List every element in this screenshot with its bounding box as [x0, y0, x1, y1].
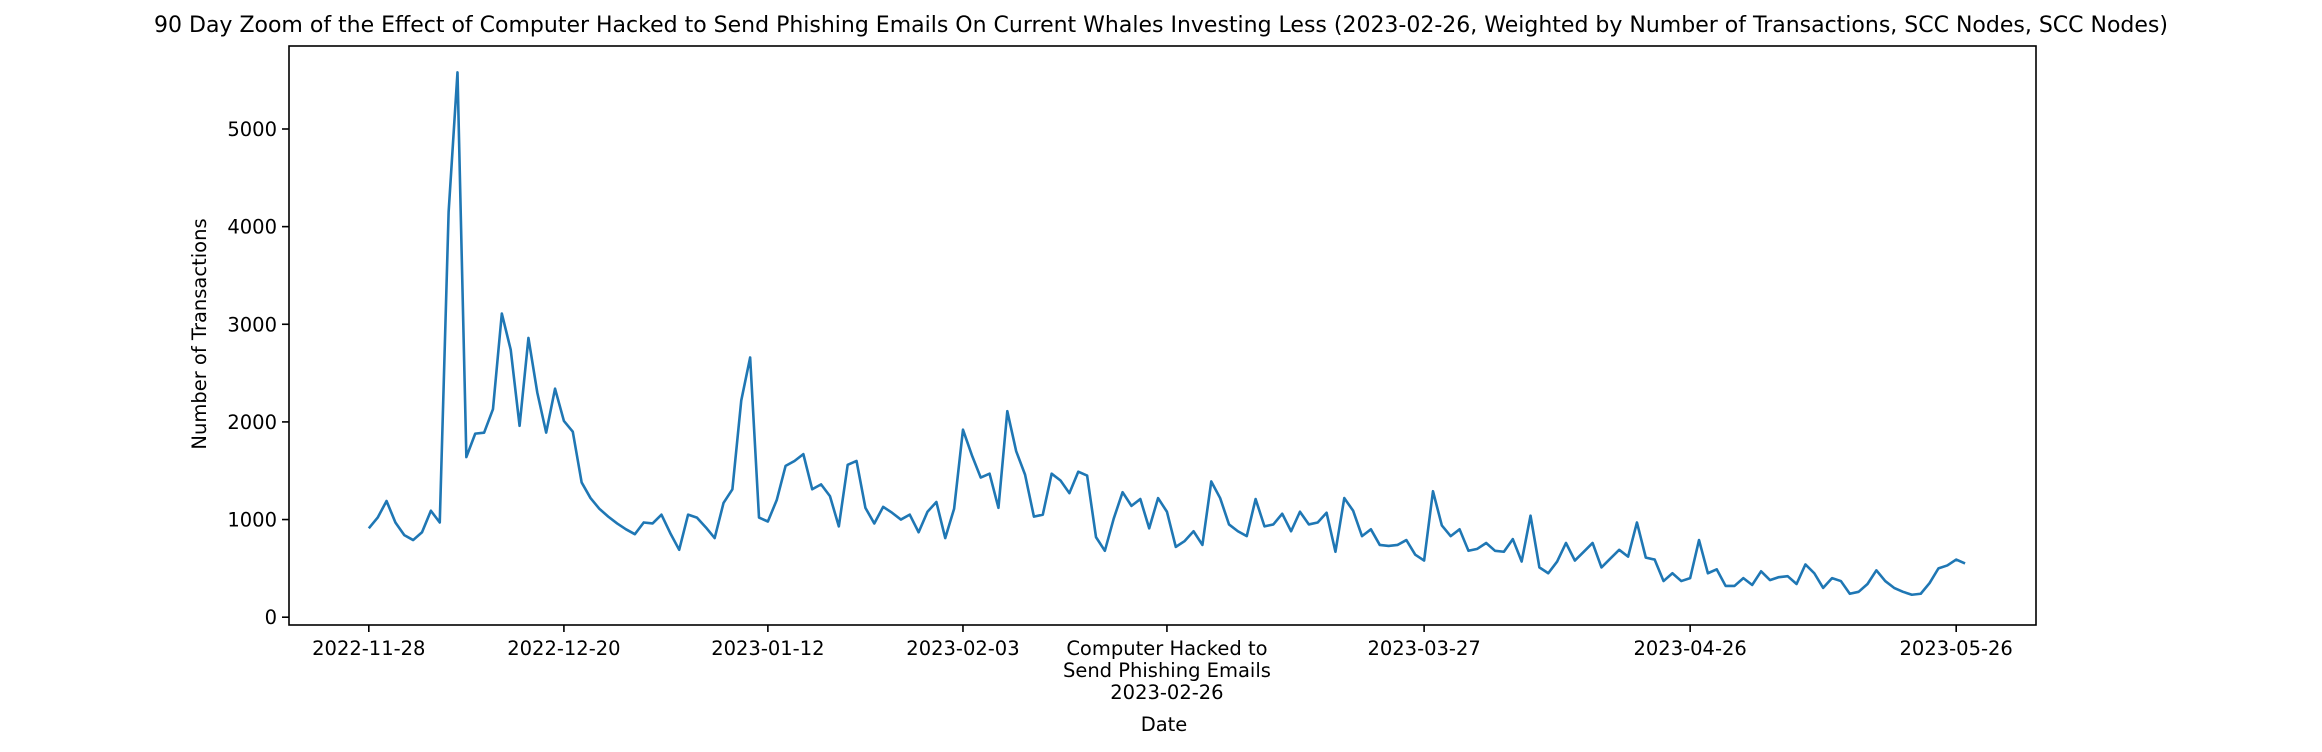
x-tick-label: 2022-11-28 — [312, 637, 425, 660]
x-axis: 2022-11-28 2022-12-20 2023-01-12 2023-02-03… — [312, 625, 2013, 660]
x-tick-label: 2023-03-27 — [1367, 637, 1480, 660]
x-tick-label: 2023-01-12 — [711, 637, 824, 660]
series-layer — [367, 71, 1966, 597]
chart-title: 90 Day Zoom of the Effect of Computer Ha… — [154, 13, 2168, 38]
x-tick-label: 2023-02-03 — [906, 637, 1019, 660]
event-label-line: 2023-02-26 — [1110, 681, 1223, 704]
x-tick-label: 2022-12-20 — [507, 637, 620, 660]
y-tick-label: 2000 — [227, 411, 277, 434]
series-line — [367, 71, 1966, 597]
y-tick-label: 4000 — [227, 216, 277, 239]
y-tick-label: 1000 — [227, 509, 277, 532]
x-axis-label: Date — [1141, 713, 1188, 736]
event-label-line: Computer Hacked to — [1066, 637, 1267, 660]
event-label-line: Send Phishing Emails — [1063, 659, 1271, 682]
y-axis: 0 1000 2000 3000 4000 5000 — [227, 118, 289, 629]
x-tick-label: 2023-05-26 — [1900, 637, 2013, 660]
y-tick-label: 5000 — [227, 118, 277, 141]
y-tick-label: 0 — [265, 606, 277, 629]
y-tick-label: 3000 — [227, 313, 277, 336]
plot-area-frame — [288, 45, 2037, 626]
x-tick-label: 2023-04-26 — [1633, 637, 1746, 660]
y-axis-label: Number of Transactions — [188, 218, 211, 449]
